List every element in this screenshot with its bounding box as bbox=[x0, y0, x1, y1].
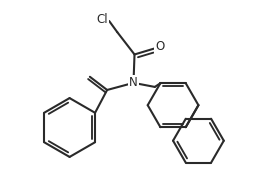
Text: O: O bbox=[155, 40, 164, 53]
Text: Cl: Cl bbox=[96, 13, 108, 26]
Text: N: N bbox=[129, 76, 138, 89]
